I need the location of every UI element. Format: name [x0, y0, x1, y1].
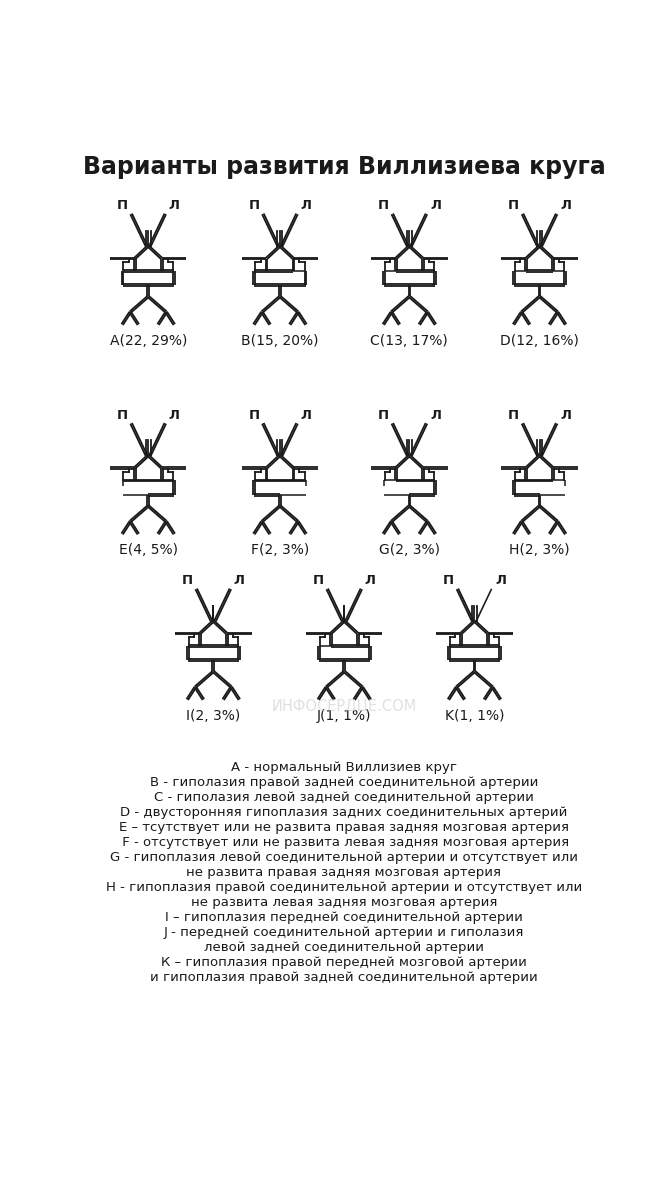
- Text: H(2, 3%): H(2, 3%): [509, 543, 570, 557]
- Text: Л: Л: [301, 200, 311, 212]
- Text: C(13, 17%): C(13, 17%): [370, 334, 448, 347]
- Text: A(22, 29%): A(22, 29%): [109, 334, 187, 347]
- Text: B(15, 20%): B(15, 20%): [241, 334, 319, 347]
- Text: Л: Л: [365, 575, 376, 588]
- Text: Л: Л: [169, 200, 180, 212]
- Text: не развита правая задняя мозговая артерия: не развита правая задняя мозговая артери…: [187, 867, 501, 880]
- Text: К – гипоплазия правой передней мозговой артерии: К – гипоплазия правой передней мозговой …: [161, 956, 527, 970]
- Text: П: П: [182, 575, 193, 588]
- Text: П: П: [313, 575, 324, 588]
- Text: ИНФОСЕРДЦЕ.COM: ИНФОСЕРДЦЕ.COM: [271, 698, 417, 713]
- Text: С - гиполазия левой задней соединительной артерии: С - гиполазия левой задней соединительно…: [154, 791, 534, 804]
- Text: D - двусторонняя гипоплазия задних соединительных артерий: D - двусторонняя гипоплазия задних соеди…: [120, 807, 568, 819]
- Text: П: П: [248, 408, 260, 421]
- Text: левой задней соединительной артерии: левой задней соединительной артерии: [204, 941, 484, 954]
- Text: Варианты развития Виллизиева круга: Варианты развития Виллизиева круга: [83, 156, 605, 180]
- Text: П: П: [443, 575, 454, 588]
- Text: I(2, 3%): I(2, 3%): [186, 709, 240, 723]
- Text: F - отсутствует или не развита левая задняя мозговая артерия: F - отсутствует или не развита левая зад…: [118, 837, 570, 849]
- Text: I – гипоплазия передней соединительной артерии: I – гипоплазия передней соединительной а…: [165, 911, 523, 924]
- Text: Л: Л: [234, 575, 245, 588]
- Text: П: П: [117, 408, 127, 421]
- Text: G(2, 3%): G(2, 3%): [379, 543, 440, 557]
- Text: А - нормальный Виллизиев круг: А - нормальный Виллизиев круг: [231, 761, 457, 774]
- Text: D(12, 16%): D(12, 16%): [500, 334, 579, 347]
- Text: Е – тсутствует или не развита правая задняя мозговая артерия: Е – тсутствует или не развита правая зад…: [119, 821, 569, 834]
- Text: E(4, 5%): E(4, 5%): [119, 543, 178, 557]
- Text: Л: Л: [169, 408, 180, 421]
- Text: и гипоплазия правой задней соединительной артерии: и гипоплазия правой задней соединительно…: [150, 972, 537, 984]
- Text: Л: Л: [430, 408, 441, 421]
- Text: Л: Л: [495, 575, 506, 588]
- Text: В - гиполазия правой задней соединительной артерии: В - гиполазия правой задней соединительн…: [150, 776, 538, 789]
- Text: Л: Л: [560, 408, 571, 421]
- Text: П: П: [248, 200, 260, 212]
- Text: Л: Л: [301, 408, 311, 421]
- Text: J(1, 1%): J(1, 1%): [317, 709, 372, 723]
- Text: Л: Л: [430, 200, 441, 212]
- Text: не развита левая задняя мозговая артерия: не развита левая задняя мозговая артерия: [191, 897, 497, 910]
- Text: G - гипоплазия левой соединительной артерии и отсутствует или: G - гипоплазия левой соединительной арте…: [110, 851, 578, 864]
- Text: Л: Л: [560, 200, 571, 212]
- Text: П: П: [378, 200, 389, 212]
- Text: F(2, 3%): F(2, 3%): [251, 543, 309, 557]
- Text: П: П: [508, 200, 519, 212]
- Text: П: П: [117, 200, 127, 212]
- Text: П: П: [508, 408, 519, 421]
- Text: H - гипоплазия правой соединительной артерии и отсутствует или: H - гипоплазия правой соединительной арт…: [106, 881, 582, 894]
- Text: J - передней соединительной артерии и гиполазия: J - передней соединительной артерии и ги…: [164, 926, 524, 940]
- Text: K(1, 1%): K(1, 1%): [445, 709, 504, 723]
- Text: П: П: [378, 408, 389, 421]
